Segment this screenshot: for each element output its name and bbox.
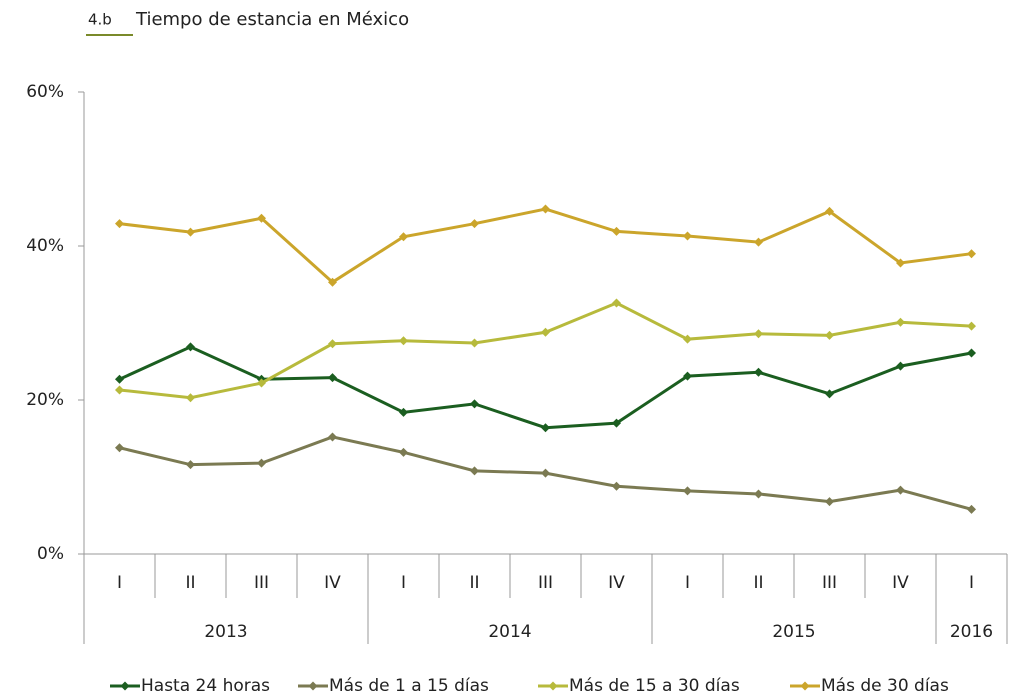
x-tick-label: III — [822, 573, 837, 593]
x-tick-label: II — [753, 573, 763, 593]
marker — [896, 361, 905, 371]
marker — [541, 423, 550, 433]
title-number: 4.b — [88, 11, 112, 29]
marker — [257, 458, 266, 468]
marker — [115, 374, 124, 384]
marker — [825, 206, 834, 216]
marker — [186, 342, 195, 352]
group-label: 2015 — [772, 622, 815, 642]
marker — [399, 232, 408, 242]
marker — [328, 373, 337, 383]
marker — [825, 497, 834, 507]
marker — [328, 277, 337, 287]
marker — [683, 231, 692, 241]
marker — [754, 237, 763, 247]
marker — [470, 399, 479, 409]
x-tick-label: III — [254, 573, 269, 593]
x-tick-label: IV — [324, 573, 341, 593]
marker — [754, 367, 763, 377]
marker — [683, 334, 692, 344]
marker — [186, 460, 195, 470]
marker — [541, 204, 550, 214]
marker — [683, 371, 692, 381]
legend-marker — [800, 681, 810, 691]
x-tick-label: I — [117, 573, 122, 593]
marker — [825, 330, 834, 340]
marker — [683, 486, 692, 496]
group-label: 2016 — [950, 622, 993, 642]
group-label: 2014 — [488, 622, 531, 642]
marker — [399, 336, 408, 346]
legend-label: Más de 1 a 15 días — [329, 676, 489, 696]
legend-label: Más de 15 a 30 días — [569, 676, 740, 696]
marker — [470, 466, 479, 476]
x-tick-label: I — [401, 573, 406, 593]
marker — [115, 219, 124, 229]
marker — [399, 447, 408, 457]
marker — [470, 338, 479, 348]
legend-marker — [308, 681, 318, 691]
marker — [115, 443, 124, 453]
marker — [754, 489, 763, 499]
marker — [967, 504, 976, 514]
x-tick-label: III — [538, 573, 553, 593]
chart-title: Tiempo de estancia en México — [135, 9, 409, 30]
marker — [470, 219, 479, 229]
marker — [825, 389, 834, 399]
y-tick-label: 40% — [26, 236, 64, 256]
x-tick-label: II — [185, 573, 195, 593]
marker — [612, 481, 621, 491]
y-tick-label: 0% — [37, 544, 64, 564]
marker — [612, 226, 621, 236]
marker — [186, 393, 195, 403]
series-line — [119, 207, 972, 285]
marker — [896, 485, 905, 495]
marker — [541, 468, 550, 478]
marker — [612, 418, 621, 428]
series-line — [119, 301, 972, 400]
x-tick-label: IV — [608, 573, 625, 593]
x-tick-label: II — [469, 573, 479, 593]
marker — [967, 348, 976, 358]
group-label: 2013 — [204, 622, 247, 642]
marker — [612, 298, 621, 308]
marker — [896, 317, 905, 327]
x-tick-label: IV — [892, 573, 909, 593]
marker — [967, 249, 976, 259]
legend-label: Más de 30 días — [821, 676, 949, 696]
legend-marker — [120, 681, 130, 691]
marker — [399, 407, 408, 417]
marker — [115, 385, 124, 395]
marker — [754, 329, 763, 339]
x-tick-label: I — [685, 573, 690, 593]
marker — [541, 327, 550, 337]
marker — [896, 258, 905, 268]
marker — [328, 432, 337, 442]
marker — [257, 213, 266, 223]
marker — [328, 339, 337, 349]
marker — [967, 321, 976, 331]
marker — [186, 227, 195, 237]
y-tick-label: 60% — [26, 82, 64, 102]
y-tick-label: 20% — [26, 390, 64, 410]
marker — [257, 378, 266, 388]
legend-marker — [548, 681, 558, 691]
x-tick-label: I — [969, 573, 974, 593]
legend-label: Hasta 24 horas — [141, 676, 270, 696]
